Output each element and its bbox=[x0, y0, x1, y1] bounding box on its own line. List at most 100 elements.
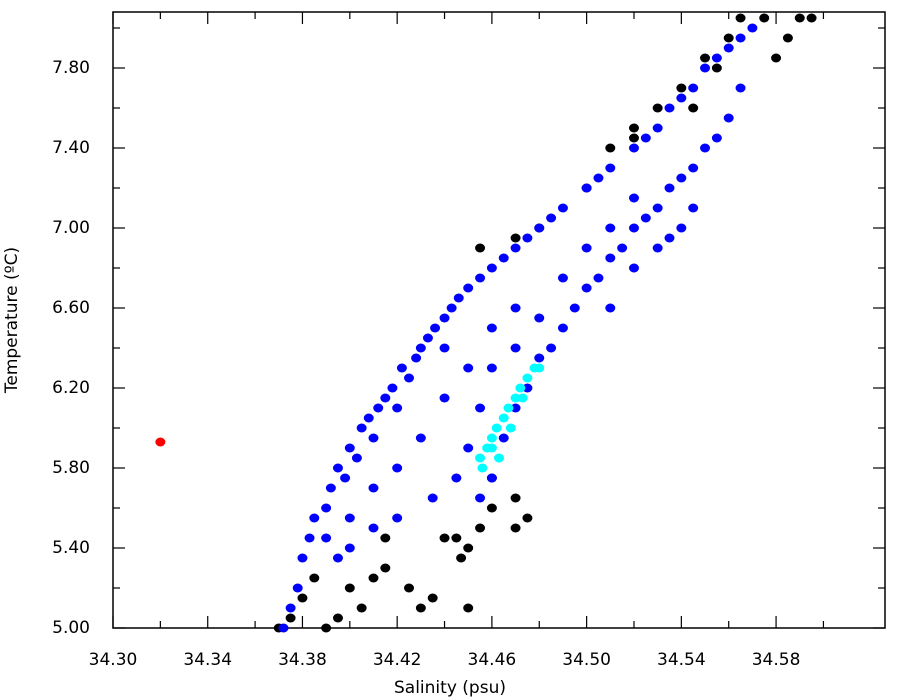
point bbox=[309, 513, 320, 523]
point bbox=[711, 63, 722, 73]
x-tick-label: 34.50 bbox=[562, 650, 611, 670]
point bbox=[700, 63, 711, 73]
y-tick-label: 6.20 bbox=[52, 378, 90, 398]
point bbox=[676, 223, 687, 233]
point bbox=[297, 553, 308, 563]
point bbox=[605, 223, 616, 233]
point bbox=[546, 343, 557, 353]
y-axis-label: Temperature (ºC) bbox=[2, 247, 22, 394]
point bbox=[605, 303, 616, 313]
point bbox=[415, 603, 426, 613]
point bbox=[368, 573, 379, 583]
point bbox=[380, 533, 391, 543]
point bbox=[332, 463, 343, 473]
point bbox=[486, 473, 497, 483]
point bbox=[463, 283, 474, 293]
point bbox=[430, 323, 441, 333]
point bbox=[510, 243, 521, 253]
point bbox=[475, 273, 486, 283]
point bbox=[503, 403, 514, 413]
x-tick-label: 34.30 bbox=[89, 650, 138, 670]
x-tick-label: 34.38 bbox=[278, 650, 327, 670]
point bbox=[463, 443, 474, 453]
point bbox=[332, 553, 343, 563]
y-tick-label: 5.00 bbox=[52, 618, 90, 638]
x-axis-label: Salinity (psu) bbox=[394, 678, 506, 698]
point bbox=[735, 13, 746, 23]
point bbox=[446, 303, 457, 313]
point bbox=[439, 533, 450, 543]
point bbox=[373, 403, 384, 413]
point bbox=[415, 433, 426, 443]
point bbox=[723, 33, 734, 43]
point bbox=[759, 13, 770, 23]
point bbox=[155, 437, 166, 447]
point bbox=[297, 593, 308, 603]
point bbox=[477, 463, 488, 473]
point bbox=[522, 233, 533, 243]
point bbox=[486, 323, 497, 333]
point bbox=[700, 53, 711, 63]
point bbox=[628, 133, 639, 143]
point bbox=[723, 43, 734, 53]
point bbox=[557, 273, 568, 283]
point bbox=[344, 513, 355, 523]
point bbox=[652, 243, 663, 253]
point bbox=[439, 313, 450, 323]
point bbox=[581, 283, 592, 293]
point bbox=[475, 243, 486, 253]
point bbox=[522, 513, 533, 523]
point bbox=[711, 133, 722, 143]
point bbox=[486, 503, 497, 513]
point bbox=[325, 483, 336, 493]
point bbox=[534, 313, 545, 323]
point bbox=[782, 33, 793, 43]
point bbox=[396, 363, 407, 373]
point bbox=[557, 323, 568, 333]
point bbox=[368, 483, 379, 493]
point bbox=[427, 593, 438, 603]
point bbox=[380, 393, 391, 403]
point bbox=[356, 423, 367, 433]
point bbox=[427, 493, 438, 503]
point bbox=[510, 493, 521, 503]
point bbox=[628, 263, 639, 273]
point bbox=[688, 83, 699, 93]
point bbox=[628, 193, 639, 203]
x-tick-label: 34.46 bbox=[468, 650, 517, 670]
point bbox=[605, 143, 616, 153]
point bbox=[498, 433, 509, 443]
point bbox=[351, 453, 362, 463]
point bbox=[676, 83, 687, 93]
y-tick-label: 5.80 bbox=[52, 458, 90, 478]
point bbox=[515, 383, 526, 393]
point bbox=[688, 103, 699, 113]
point bbox=[392, 403, 403, 413]
point bbox=[486, 363, 497, 373]
x-tick-label: 34.58 bbox=[752, 650, 801, 670]
point bbox=[794, 13, 805, 23]
point bbox=[628, 223, 639, 233]
point bbox=[498, 413, 509, 423]
point bbox=[664, 183, 675, 193]
point bbox=[652, 203, 663, 213]
point bbox=[392, 463, 403, 473]
point bbox=[278, 623, 289, 633]
point bbox=[771, 53, 782, 63]
point bbox=[688, 203, 699, 213]
point bbox=[292, 583, 303, 593]
point bbox=[617, 243, 628, 253]
point bbox=[510, 233, 521, 243]
x-tick-label: 34.54 bbox=[657, 650, 706, 670]
point bbox=[534, 353, 545, 363]
point bbox=[368, 433, 379, 443]
point bbox=[517, 393, 528, 403]
point bbox=[735, 83, 746, 93]
point bbox=[332, 613, 343, 623]
point bbox=[557, 203, 568, 213]
point bbox=[321, 533, 332, 543]
point bbox=[640, 133, 651, 143]
point bbox=[451, 473, 462, 483]
point bbox=[510, 393, 521, 403]
